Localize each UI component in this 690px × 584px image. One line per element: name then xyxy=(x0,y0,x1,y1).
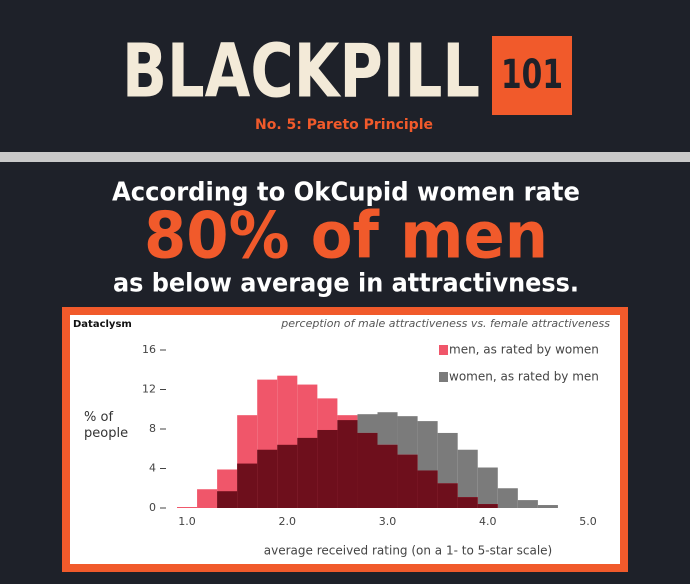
overlap-bar xyxy=(237,463,258,508)
legend-swatch xyxy=(439,372,448,382)
overlap-bar xyxy=(457,497,478,508)
overlap-bar xyxy=(337,420,358,508)
y-axis-label: % of people xyxy=(84,410,129,441)
x-tick-label: 1.0 xyxy=(178,515,196,528)
badge-text: 101 xyxy=(501,52,563,98)
divider xyxy=(0,152,690,162)
chart-frame xyxy=(62,307,628,572)
subtitle: No. 5: Pareto Principle xyxy=(255,117,433,133)
x-tick-label: 3.0 xyxy=(379,515,397,528)
x-tick-label: 5.0 xyxy=(579,515,597,528)
bar xyxy=(197,489,218,508)
legend-label: men, as rated by women xyxy=(449,343,599,357)
overlap-bar xyxy=(297,437,318,508)
overlap-bar xyxy=(357,432,378,508)
headline-highlight: 80% of men xyxy=(144,200,548,274)
bar xyxy=(497,488,518,508)
bar xyxy=(517,500,538,508)
overlap-bar xyxy=(277,444,298,508)
y-tick-label: 4 xyxy=(149,462,156,475)
bar xyxy=(477,467,498,508)
y-tick-label: 0 xyxy=(149,501,156,514)
y-tick-label: 16 xyxy=(142,343,156,356)
overlap-bar xyxy=(437,483,458,508)
overlap-bar xyxy=(417,470,438,508)
headline-line: According to OkCupid women rate xyxy=(112,178,580,208)
legend-label: women, as rated by men xyxy=(449,370,599,384)
x-tick-label: 2.0 xyxy=(279,515,297,528)
source: Dataclysm xyxy=(73,319,132,330)
y-tick-label: 8 xyxy=(149,422,156,435)
overlap-bar xyxy=(397,454,418,508)
overlap-bar xyxy=(477,504,498,508)
title: BLACKPILL xyxy=(122,29,480,115)
headline-line: as below average in attractivness. xyxy=(113,269,579,299)
bar xyxy=(457,449,478,508)
overlap-bar xyxy=(377,444,398,508)
overlap-bar xyxy=(317,429,338,508)
chart-title: perception of male attractiveness vs. fe… xyxy=(280,317,610,330)
x-axis-label: average received rating (on a 1- to 5-st… xyxy=(264,544,552,558)
legend-swatch xyxy=(439,345,448,355)
y-tick-label: 12 xyxy=(142,383,156,396)
x-tick-label: 4.0 xyxy=(479,515,497,528)
overlap-bar xyxy=(217,491,238,508)
badge xyxy=(492,36,572,115)
bar xyxy=(537,505,558,508)
overlap-bar xyxy=(257,449,278,508)
bar xyxy=(177,507,198,508)
